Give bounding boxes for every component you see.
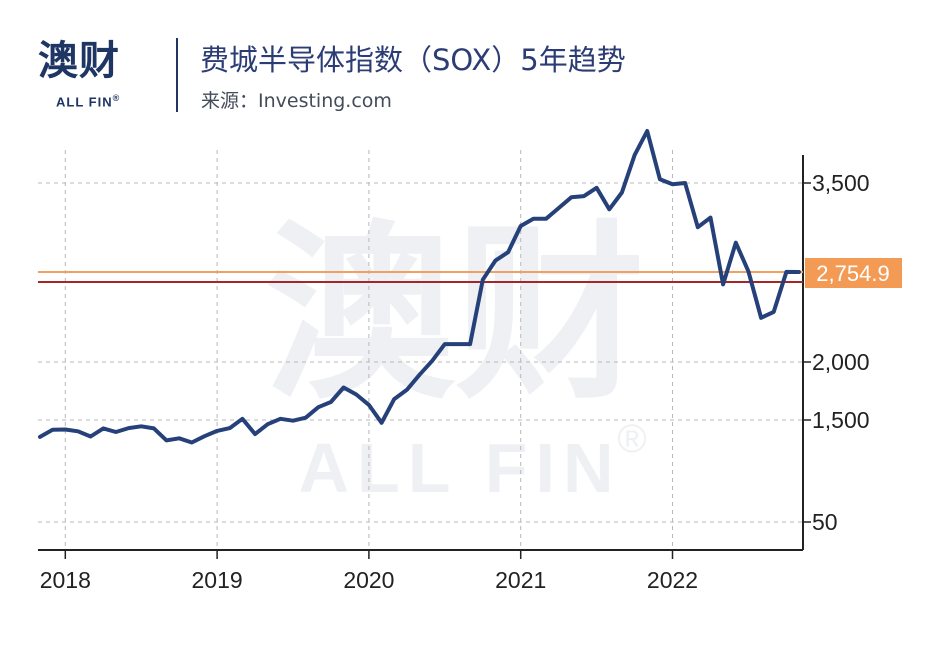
axes — [38, 155, 811, 559]
chart-title: 费城半导体指数（SOX）5年趋势 — [200, 43, 626, 77]
reference-lines — [38, 271, 803, 283]
x-tick-label: 2020 — [343, 567, 394, 593]
y-tick-label: 3,500 — [812, 170, 870, 196]
x-tick-label: 2019 — [192, 567, 243, 593]
x-tick-label: 2021 — [495, 567, 546, 593]
y-tick-label: 2,000 — [812, 349, 870, 375]
logo-en: ALL FIN® — [56, 93, 120, 109]
watermark: 澳财 ALL FIN ® — [265, 204, 647, 507]
watermark-reg: ® — [617, 417, 646, 461]
tick-labels: 50 1,500 2,000 3,500 2018 2019 2020 2021 2022 — [40, 170, 870, 593]
chart-source: 来源：Investing.com — [201, 90, 392, 112]
logo-en-text: ALL FIN — [56, 94, 113, 110]
current-value-label: 2,754.9 — [816, 261, 889, 286]
logo-cn: 澳财 — [38, 38, 120, 84]
series-line — [38, 129, 801, 445]
logo-registered-mark: ® — [112, 93, 121, 103]
x-tick-label: 2018 — [40, 567, 91, 593]
watermark-en: ALL FIN — [298, 429, 621, 507]
y-tick-label: 50 — [812, 509, 838, 535]
header: 澳财 ALL FIN® 费城半导体指数（SOX）5年趋势 来源：Investin… — [0, 0, 940, 120]
series-group — [38, 129, 801, 445]
brand-logo: 澳财 ALL FIN® — [38, 36, 156, 120]
watermark-cn: 澳财 — [265, 204, 645, 425]
y-tick-label: 1,500 — [812, 407, 870, 433]
grid — [38, 150, 803, 550]
x-tick-label: 2022 — [647, 567, 698, 593]
current-value-badge-bg — [805, 258, 902, 288]
header-divider — [176, 38, 178, 112]
current-value-badge: 2,754.9 — [805, 258, 902, 288]
